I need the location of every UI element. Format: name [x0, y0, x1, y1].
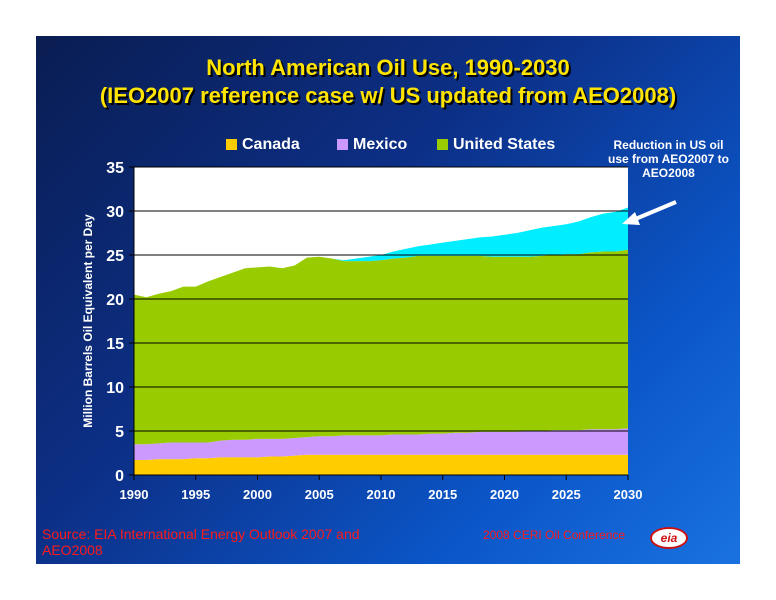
title-line-2: (IEO2007 reference case w/ US updated fr…	[99, 83, 677, 108]
x-tick-label-2030: 2030	[614, 487, 643, 502]
area-united-states	[134, 249, 628, 445]
y-tick-label-15: 15	[106, 336, 124, 353]
legend-swatch-mexico	[337, 139, 348, 150]
x-tick-label-2005: 2005	[305, 487, 334, 502]
legend-swatch-united-states	[437, 139, 448, 150]
x-tick-label-1995: 1995	[181, 487, 210, 502]
legend-label-canada: Canada	[242, 136, 300, 153]
slide-title: North American Oil Use, 1990-2030 (IEO20…	[36, 54, 740, 110]
area-canada	[134, 454, 628, 475]
y-tick-label-20: 20	[106, 292, 124, 309]
x-tick-label-2025: 2025	[552, 487, 581, 502]
conference-note: 2008 CERI Oil Conference	[483, 528, 626, 542]
legend-label-mexico: Mexico	[353, 136, 408, 153]
y-tick-label-25: 25	[106, 248, 124, 265]
y-tick-label-5: 5	[115, 424, 124, 441]
y-tick-label-10: 10	[106, 380, 124, 397]
x-tick-label-2000: 2000	[243, 487, 272, 502]
area-mexico	[134, 428, 628, 461]
annotation-arrow-head	[622, 212, 640, 225]
legend-swatch-canada	[226, 139, 237, 150]
legend-label-united-states: United States	[453, 136, 556, 153]
eia-logo-icon: eia	[650, 527, 688, 549]
annotation-arrow-shaft	[632, 200, 677, 222]
x-tick-label-2010: 2010	[367, 487, 396, 502]
y-tick-label-0: 0	[115, 468, 124, 485]
y-tick-label-30: 30	[106, 204, 124, 221]
reduction-annotation: Reduction in US oil use from AEO2007 to …	[608, 138, 729, 180]
y-tick-label-35: 35	[106, 160, 124, 177]
source-note: Source: EIA International Energy Outlook…	[42, 526, 360, 558]
title-line-1: North American Oil Use, 1990-2030	[206, 55, 570, 80]
x-tick-label-1990: 1990	[120, 487, 149, 502]
y-axis-label: Million Barrels Oil Equivalent per Day	[81, 214, 95, 428]
area-reduction-in-us-oil-use-from-aeo2007-to-aeo2008	[134, 207, 628, 298]
x-tick-label-2020: 2020	[490, 487, 519, 502]
x-tick-label-2015: 2015	[428, 487, 457, 502]
slide: North American Oil Use, 1990-2030 (IEO20…	[36, 36, 740, 564]
